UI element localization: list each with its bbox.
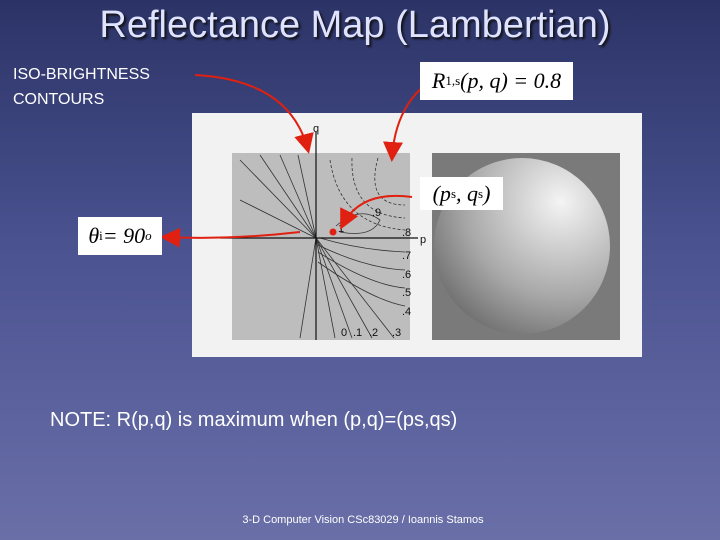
equation-part: θ <box>88 223 100 248</box>
equation-part: R <box>431 68 446 93</box>
note: NOTE: R(p,q) is maximum when (p,q)=(ps,q… <box>50 409 458 431</box>
figure-label: 0 <box>341 327 347 339</box>
equation-part: i <box>99 228 103 243</box>
contours <box>239 154 406 339</box>
axes <box>220 132 418 340</box>
figure-label: .3 <box>392 327 401 339</box>
equation-part: s <box>450 185 456 201</box>
figure-label: .6 <box>402 269 411 281</box>
equation-part: ) <box>483 180 491 206</box>
equation-part: (p <box>432 180 451 206</box>
figure-label: .2 <box>369 327 378 339</box>
label: ISO-BRIGHTNESS <box>13 66 150 83</box>
figure-label: .8 <box>402 227 411 239</box>
axis-name: p <box>420 234 426 246</box>
arrows <box>160 74 426 248</box>
figure-label: .7 <box>402 250 411 262</box>
equation: R 1,s (p, q) = 0.8 <box>420 62 573 100</box>
figure-label: .4 <box>402 306 411 318</box>
equation: (p s, q s) <box>420 177 503 210</box>
source-point <box>329 228 337 236</box>
label: CONTOURS <box>13 91 105 108</box>
axis-name: q <box>313 123 319 135</box>
footer: 3-D Computer Vision CSc83029 / Ioannis S… <box>242 514 484 526</box>
equation-part: (p, q) = 0.8 <box>460 68 562 93</box>
figure-label: .9 <box>372 207 381 219</box>
equation-part: 1,s <box>445 73 461 88</box>
figure-label: .5 <box>402 287 411 299</box>
equation-part: , q <box>456 180 478 206</box>
equation-part: = 90 <box>102 223 146 248</box>
slide-title: Reflectance Map (Lambertian) <box>99 4 611 46</box>
equation-part: s <box>478 185 484 201</box>
figure-label: .1 <box>353 327 362 339</box>
equation-part: o <box>145 228 152 243</box>
